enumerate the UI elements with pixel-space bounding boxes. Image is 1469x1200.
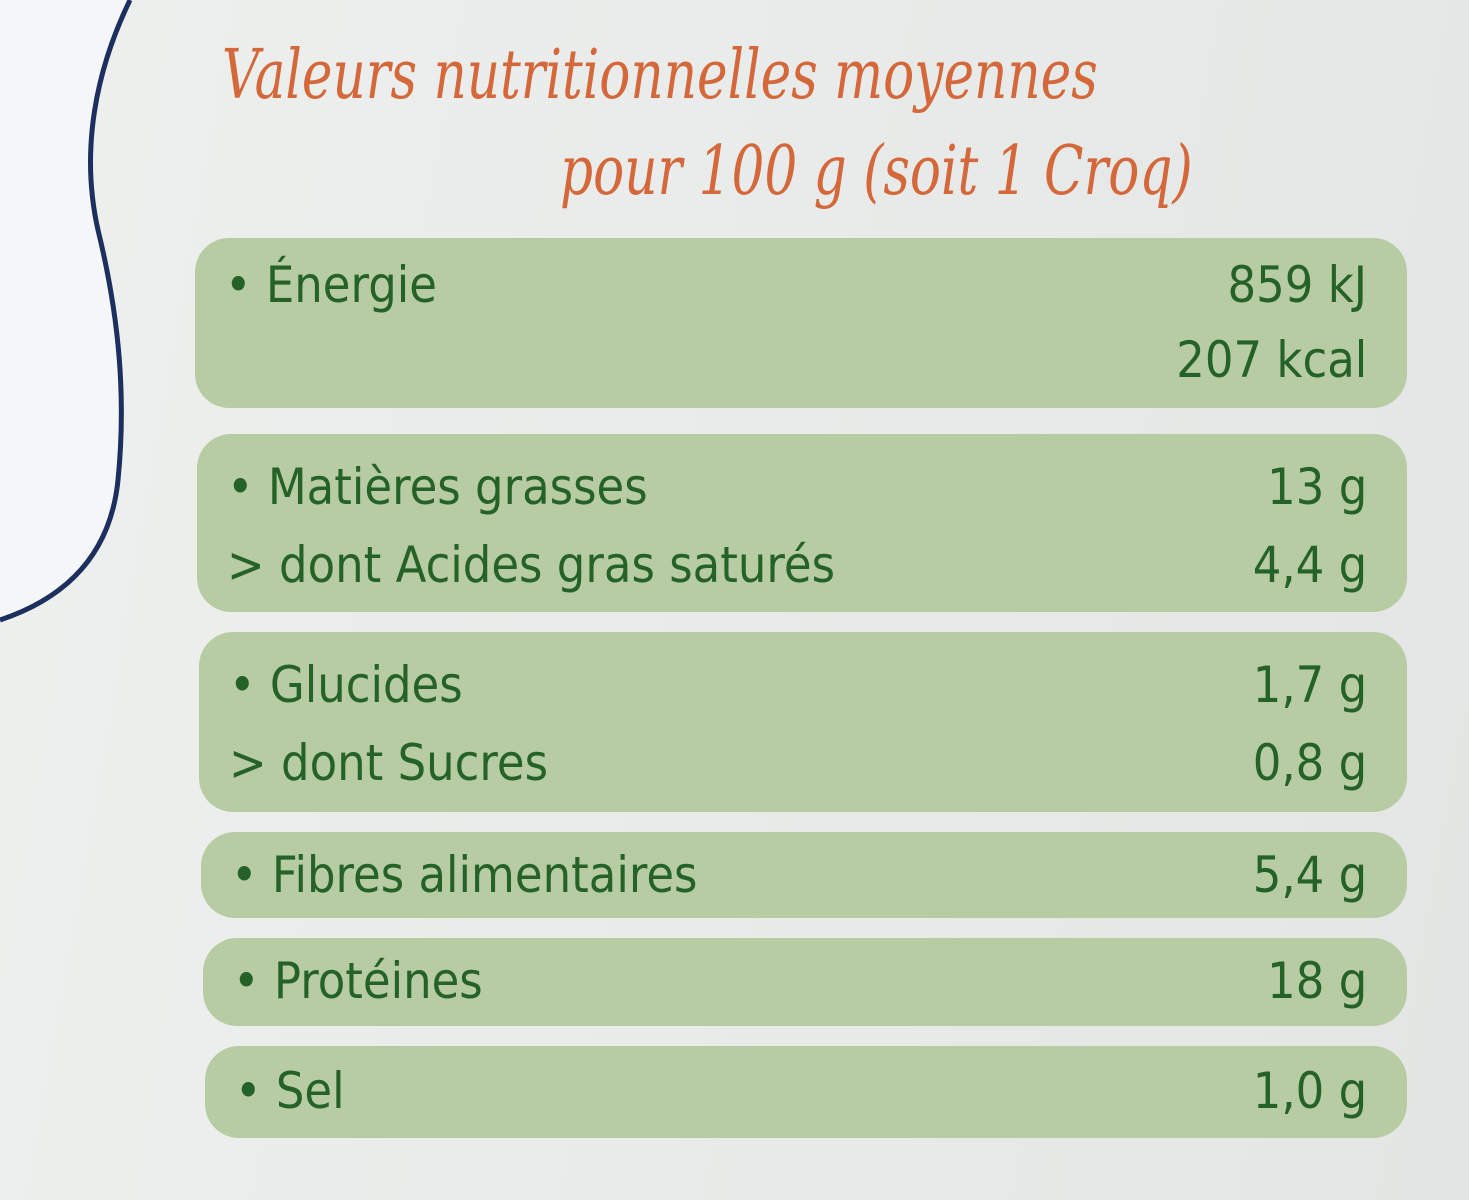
energy-row: • Énergie 859 kJ [195, 240, 1407, 330]
salt-value: 1,0 g [1252, 1062, 1367, 1120]
energy-kcal-row: 207 kcal [195, 315, 1407, 405]
packaging-tray-edge [0, 0, 133, 623]
fibre-label: • Fibres alimentaires [231, 846, 698, 904]
energy-label: • Énergie [225, 256, 437, 314]
protein-label: • Protéines [233, 952, 483, 1010]
table-subtitle: pour 100 g (soit 1 Croq) [560, 132, 1193, 211]
table-title: Valeurs nutritionnelles moyennes [222, 36, 1098, 115]
salt-panel: • Sel 1,0 g [205, 1046, 1407, 1138]
fat-label: • Matières grasses [227, 458, 648, 516]
fat-row: • Matières grasses 13 g [197, 442, 1407, 532]
sugars-label: > dont Sucres [229, 734, 549, 792]
saturated-label: > dont Acides gras saturés [227, 536, 836, 594]
salt-label: • Sel [235, 1062, 345, 1120]
fat-panel: • Matières grasses 13 g > dont Acides gr… [197, 434, 1407, 612]
sugars-row: > dont Sucres 0,8 g [199, 718, 1407, 808]
carbs-label: • Glucides [229, 656, 463, 714]
energy-panel: • Énergie 859 kJ 207 kcal [195, 238, 1407, 408]
carbs-row: • Glucides 1,7 g [199, 640, 1407, 730]
saturated-row: > dont Acides gras saturés 4,4 g [197, 520, 1407, 610]
sugars-value: 0,8 g [1252, 734, 1367, 792]
carbs-value: 1,7 g [1252, 656, 1367, 714]
protein-panel: • Protéines 18 g [203, 938, 1407, 1026]
protein-row: • Protéines 18 g [203, 936, 1407, 1026]
energy-kcal-value: 207 kcal [1175, 331, 1367, 389]
fat-value: 13 g [1266, 458, 1367, 516]
saturated-value: 4,4 g [1252, 536, 1367, 594]
fibre-panel: • Fibres alimentaires 5,4 g [201, 832, 1407, 918]
energy-kj-value: 859 kJ [1227, 256, 1367, 314]
protein-value: 18 g [1266, 952, 1367, 1010]
carbs-panel: • Glucides 1,7 g > dont Sucres 0,8 g [199, 632, 1407, 812]
fibre-value: 5,4 g [1252, 846, 1367, 904]
fibre-row: • Fibres alimentaires 5,4 g [201, 830, 1407, 920]
salt-row: • Sel 1,0 g [205, 1046, 1407, 1136]
